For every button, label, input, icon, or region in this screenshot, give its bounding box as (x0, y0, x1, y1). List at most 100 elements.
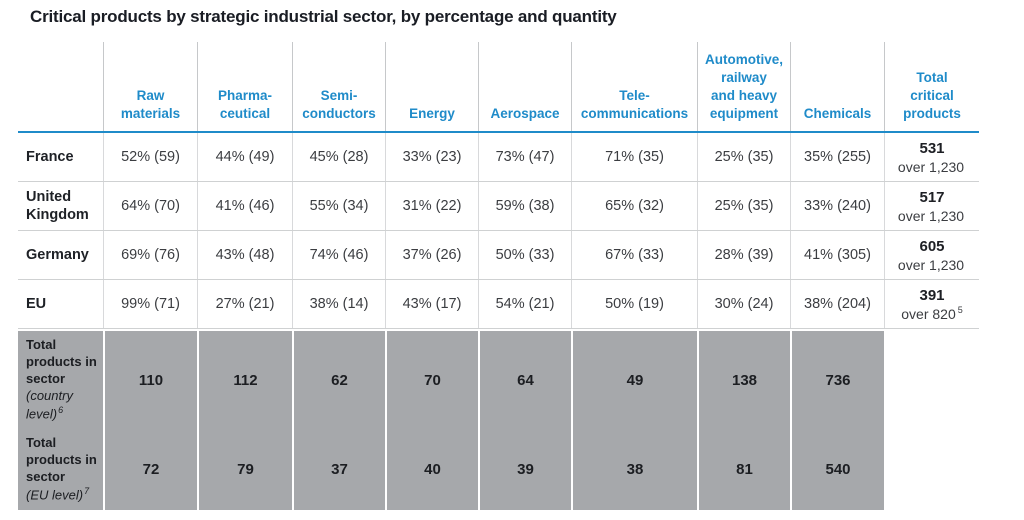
summary-cell-total-products-country-level-telecommunications: 49 (571, 331, 697, 430)
summary-label-text: Total products in sector (26, 337, 97, 387)
cell-germany-chemicals: 41% (305) (790, 231, 884, 280)
total-value: 605 (919, 237, 945, 255)
total-denominator-text: over 1,230 (897, 257, 965, 274)
cell-france-energy: 33% (23) (385, 133, 478, 182)
cell-eu-total-critical-products: 391 over 820 5 (884, 280, 979, 329)
table-header-row: Raw materials Pharma- ceutical Semi- condu… (18, 42, 979, 134)
cell-united-kingdom-telecommunications: 65% (32) (571, 182, 697, 231)
summary-cell-total-products-country-level-raw-materials: 110 (103, 331, 197, 430)
table-row-france: France 52% (59) 44% (49) 45% (28) 33% (23) 73… (18, 133, 979, 183)
cell-eu-automotive-railway-heavy-equipment: 30% (24) (697, 280, 790, 329)
summary-row-total-products-country-level: Total products in sector (country level)6… (18, 331, 979, 430)
cell-eu-raw-materials: 99% (71) (103, 280, 197, 329)
cell-eu-pharmaceutical: 27% (21) (197, 280, 292, 329)
summary-cell-total-products-country-level-automotive-railway-heavy-equipment: 138 (697, 331, 790, 430)
summary-cell-total-products-eu-level-pharmaceutical: 79 (197, 429, 292, 511)
cell-france-automotive-railway-heavy-equipment: 25% (35) (697, 133, 790, 182)
cell-germany-total-critical-products: 605 over 1,230 (884, 231, 979, 280)
table-row-eu: EU 99% (71) 27% (21) 38% (14) 43% (17) 54% (2… (18, 280, 979, 330)
summary-cell-total-products-country-level-energy: 70 (385, 331, 478, 430)
cell-united-kingdom-automotive-railway-heavy-equipment: 25% (35) (697, 182, 790, 231)
column-header-aerospace: Aerospace (478, 42, 571, 132)
total-denominator: over 1,230 (898, 256, 966, 274)
cell-united-kingdom-chemicals: 33% (240) (790, 182, 884, 231)
cell-united-kingdom-pharmaceutical: 41% (46) (197, 182, 292, 231)
summary-sublabel-text: (EU level) (26, 487, 84, 503)
summary-sublabel-text: (country level) (26, 388, 73, 422)
summary-label-sublabel: (EU level)7 (26, 486, 89, 504)
cell-united-kingdom-energy: 31% (22) (385, 182, 478, 231)
total-value: 531 (919, 139, 945, 157)
cell-united-kingdom-raw-materials: 64% (70) (103, 182, 197, 231)
critical-products-table: Raw materials Pharma- ceutical Semi- condu… (18, 42, 979, 511)
summary-cell-total-products-eu-level-automotive-railway-heavy-equipment: 81 (697, 429, 790, 511)
cell-france-pharmaceutical: 44% (49) (197, 133, 292, 182)
row-label-france: France (26, 149, 74, 166)
cell-france-semiconductors: 45% (28) (292, 133, 385, 182)
footnote-marker: 5 (957, 305, 963, 316)
summary-cell-total-products-country-level-semiconductors: 62 (292, 331, 385, 430)
column-header-pharmaceutical: Pharma- ceutical (197, 42, 292, 132)
total-value: 517 (919, 188, 945, 206)
cell-germany-energy: 37% (26) (385, 231, 478, 280)
cell-germany-telecommunications: 67% (33) (571, 231, 697, 280)
footnote-marker: 7 (84, 486, 90, 497)
footnote-marker: 6 (58, 404, 64, 415)
total-value: 391 (919, 286, 945, 304)
summary-cell-total-products-eu-level-semiconductors: 37 (292, 429, 385, 511)
total-denominator: over 1,230 (898, 207, 966, 225)
summary-cell-total-products-eu-level-chemicals: 540 (790, 429, 884, 511)
column-header-semiconductors: Semi- conductors (292, 42, 385, 132)
summary-row-label-total-products-eu-level: Total products in sector (EU level)7 (18, 429, 103, 511)
summary-cell-total-products-country-level-chemicals: 736 (790, 331, 884, 430)
summary-cell-empty (884, 429, 979, 510)
cell-eu-energy: 43% (17) (385, 280, 478, 329)
column-header-energy: Energy (385, 42, 478, 132)
table-body: France 52% (59) 44% (49) 45% (28) 33% (23) 73… (18, 133, 979, 330)
row-label-eu: EU (26, 296, 47, 313)
cell-france-total-critical-products: 531 over 1,230 (884, 133, 979, 182)
summary-row-label-total-products-country-level: Total products in sector (country level)6 (18, 331, 103, 430)
column-header-total-critical-products: Total critical products (884, 42, 979, 132)
total-denominator-text: over 1,230 (897, 208, 965, 225)
cell-eu-chemicals: 38% (204) (790, 280, 884, 329)
summary-row-total-products-eu-level: Total products in sector (EU level)7 72 79 3… (18, 429, 979, 511)
summary-cell-total-products-eu-level-energy: 40 (385, 429, 478, 511)
total-denominator-text: over 1,230 (897, 159, 965, 176)
cell-germany-pharmaceutical: 43% (48) (197, 231, 292, 280)
cell-france-chemicals: 35% (255) (790, 133, 884, 182)
summary-cell-total-products-country-level-pharmaceutical: 112 (197, 331, 292, 430)
figure-title: Critical products by strategic industria… (30, 7, 617, 26)
row-label-united-kingdom: United Kingdom (26, 189, 89, 224)
cell-germany-semiconductors: 74% (46) (292, 231, 385, 280)
summary-cell-total-products-country-level-aerospace: 64 (478, 331, 571, 430)
total-denominator-text: over 820 (901, 306, 956, 323)
summary-cell-empty (884, 331, 979, 429)
cell-eu-telecommunications: 50% (19) (571, 280, 697, 329)
cell-united-kingdom-total-critical-products: 517 over 1,230 (884, 182, 979, 231)
column-header-automotive-railway-heavy-equipment: Automotive, railway and heavy equipment (697, 42, 790, 132)
table-summary-rows: Total products in sector (country level)6… (18, 331, 979, 511)
cell-france-telecommunications: 71% (35) (571, 133, 697, 182)
column-header-telecommunications: Tele- communications (571, 42, 697, 132)
summary-cell-total-products-eu-level-aerospace: 39 (478, 429, 571, 511)
total-denominator: over 1,230 (898, 158, 966, 176)
summary-cell-total-products-eu-level-telecommunications: 38 (571, 429, 697, 511)
summary-cell-total-products-eu-level-raw-materials: 72 (103, 429, 197, 511)
total-denominator: over 820 5 (901, 305, 963, 323)
summary-label-text: Total products in sector (26, 435, 97, 485)
cell-eu-semiconductors: 38% (14) (292, 280, 385, 329)
corner-cell (18, 42, 103, 131)
cell-germany-raw-materials: 69% (76) (103, 231, 197, 280)
row-label-germany: Germany (26, 247, 89, 264)
cell-germany-automotive-railway-heavy-equipment: 28% (39) (697, 231, 790, 280)
cell-france-raw-materials: 52% (59) (103, 133, 197, 182)
table-row-united-kingdom: United Kingdom 64% (70) 41% (46) 55% (34) 31… (18, 182, 979, 232)
table-row-germany: Germany 69% (76) 43% (48) 74% (46) 37% (26) 5… (18, 231, 979, 281)
summary-label-sublabel: (country level)6 (26, 388, 98, 423)
column-header-chemicals: Chemicals (790, 42, 884, 132)
cell-france-aerospace: 73% (47) (478, 133, 571, 182)
column-header-raw-materials: Raw materials (103, 42, 197, 132)
cell-germany-aerospace: 50% (33) (478, 231, 571, 280)
